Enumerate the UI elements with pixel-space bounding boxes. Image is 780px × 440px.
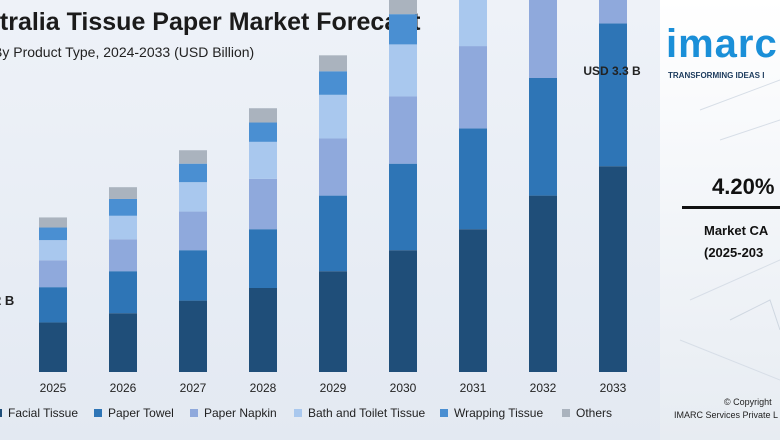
bar-2027-others bbox=[179, 150, 207, 164]
bar-2026-facial-tissue bbox=[109, 313, 137, 372]
legend-item-facial-tissue: Facial Tissue bbox=[0, 406, 78, 420]
bar-2028-facial-tissue bbox=[249, 288, 277, 372]
bar-2026-paper-towel bbox=[109, 271, 137, 314]
bar-2028-wrapping-tissue bbox=[249, 122, 277, 142]
legend-swatch bbox=[190, 409, 198, 417]
bar-2029-paper-napkin bbox=[319, 138, 347, 196]
imarc-logo: imarc bbox=[666, 22, 778, 66]
panel-decoration bbox=[679, 79, 780, 381]
legend-item-bath-toilet-tissue: Bath and Toilet Tissue bbox=[294, 406, 425, 420]
cagr-value: 4.20% bbox=[712, 174, 775, 199]
bar-2028-bath-toilet-tissue bbox=[249, 141, 277, 179]
legend: Facial Tissue Paper Towel Paper Napkin B… bbox=[0, 406, 660, 426]
bar-2029-others bbox=[319, 55, 347, 72]
bar-2029-facial-tissue bbox=[319, 271, 347, 372]
legend-label: Wrapping Tissue bbox=[454, 406, 544, 420]
bar-2031-facial-tissue bbox=[459, 229, 487, 372]
bar-2030-others bbox=[389, 0, 417, 15]
bar-2025-wrapping-tissue bbox=[39, 227, 67, 241]
bar-2033-facial-tissue bbox=[599, 166, 627, 372]
logo-tagline: TRANSFORMING IDEAS I bbox=[668, 71, 765, 80]
x-tick-labels: 2025 2026 2027 2028 2029 2030 2031 2032 2033 bbox=[40, 381, 627, 395]
bar-2026-bath-toilet-tissue bbox=[109, 215, 137, 240]
bar-2029-bath-toilet-tissue bbox=[319, 94, 347, 139]
bar-2027-bath-toilet-tissue bbox=[179, 182, 207, 212]
x-tick-label: 2032 bbox=[530, 381, 557, 395]
bar-2027-facial-tissue bbox=[179, 300, 207, 372]
bar-2032-paper-towel bbox=[529, 78, 557, 196]
right-panel: imarc TRANSFORMING IDEAS I 4.20% Market … bbox=[660, 0, 780, 440]
bar-2029-paper-towel bbox=[319, 195, 347, 272]
copyright-line-1: © Copyright bbox=[724, 397, 772, 407]
end-value-label: USD 3.3 B bbox=[583, 64, 641, 78]
bar-2030-bath-toilet-tissue bbox=[389, 44, 417, 97]
x-tick-label: 2030 bbox=[390, 381, 417, 395]
bar-2032-facial-tissue bbox=[529, 195, 557, 372]
legend-item-paper-towel: Paper Towel bbox=[94, 406, 174, 420]
legend-swatch bbox=[94, 409, 102, 417]
bar-2026-paper-napkin bbox=[109, 239, 137, 272]
bar-2031-paper-towel bbox=[459, 128, 487, 230]
bar-2030-facial-tissue bbox=[389, 250, 417, 372]
legend-swatch bbox=[440, 409, 448, 417]
bar-2030-wrapping-tissue bbox=[389, 14, 417, 45]
bars-group bbox=[39, 0, 627, 372]
legend-swatch bbox=[294, 409, 302, 417]
legend-item-others: Others bbox=[562, 406, 612, 420]
bar-2033-paper-napkin bbox=[599, 0, 627, 24]
legend-item-wrapping-tissue: Wrapping Tissue bbox=[440, 406, 543, 420]
legend-label: Facial Tissue bbox=[8, 406, 79, 420]
bar-2032-paper-napkin bbox=[529, 0, 557, 78]
cagr-label: Market CA (2025-203 bbox=[704, 220, 768, 264]
bar-2028-others bbox=[249, 108, 277, 123]
bar-2030-paper-napkin bbox=[389, 96, 417, 164]
x-tick-label: 2027 bbox=[180, 381, 207, 395]
legend-item-paper-napkin: Paper Napkin bbox=[190, 406, 277, 420]
bar-2027-wrapping-tissue bbox=[179, 163, 207, 183]
stacked-bar-chart: 2025 2026 2027 2028 2029 2030 2031 2032 2033 USD… bbox=[39, 0, 641, 395]
bar-2025-paper-napkin bbox=[39, 260, 67, 288]
x-tick-label: 2025 bbox=[40, 381, 67, 395]
bar-2025-others bbox=[39, 217, 67, 228]
chart-subtitle: By Product Type, 2024-2033 (USD Billion) bbox=[0, 44, 255, 60]
bar-2027-paper-napkin bbox=[179, 211, 207, 251]
legend-label: Paper Napkin bbox=[204, 406, 277, 420]
bar-2033-paper-towel bbox=[599, 23, 627, 167]
cagr-label-line-2: (2025-203 bbox=[704, 245, 764, 260]
x-tick-label: 2026 bbox=[110, 381, 137, 395]
bar-2026-others bbox=[109, 187, 137, 199]
legend-label: Others bbox=[576, 406, 613, 420]
bar-2031-bath-toilet-tissue bbox=[459, 0, 487, 47]
legend-label: Bath and Toilet Tissue bbox=[308, 406, 426, 420]
bar-2028-paper-towel bbox=[249, 229, 277, 288]
cagr-divider bbox=[682, 206, 780, 209]
start-value-label: 2 B bbox=[0, 293, 15, 308]
bar-2029-wrapping-tissue bbox=[319, 71, 347, 95]
bar-2025-paper-towel bbox=[39, 287, 67, 323]
bar-2031-paper-napkin bbox=[459, 46, 487, 129]
bar-2026-wrapping-tissue bbox=[109, 198, 137, 216]
bar-2027-paper-towel bbox=[179, 250, 207, 301]
bar-2028-paper-napkin bbox=[249, 178, 277, 230]
x-tick-label: 2033 bbox=[600, 381, 627, 395]
copyright-line-2: IMARC Services Private L bbox=[674, 410, 779, 420]
legend-swatch bbox=[562, 409, 570, 417]
x-tick-label: 2031 bbox=[460, 381, 487, 395]
legend-swatch bbox=[0, 409, 2, 417]
legend-label: Paper Towel bbox=[108, 406, 174, 420]
cagr-label-line-1: Market CA bbox=[704, 223, 769, 238]
bar-2030-paper-towel bbox=[389, 163, 417, 251]
bar-2025-facial-tissue bbox=[39, 322, 67, 372]
bar-2025-bath-toilet-tissue bbox=[39, 240, 67, 261]
x-tick-label: 2028 bbox=[250, 381, 277, 395]
x-tick-label: 2029 bbox=[320, 381, 347, 395]
chart-title: stralia Tissue Paper Market Forecast bbox=[0, 8, 421, 36]
